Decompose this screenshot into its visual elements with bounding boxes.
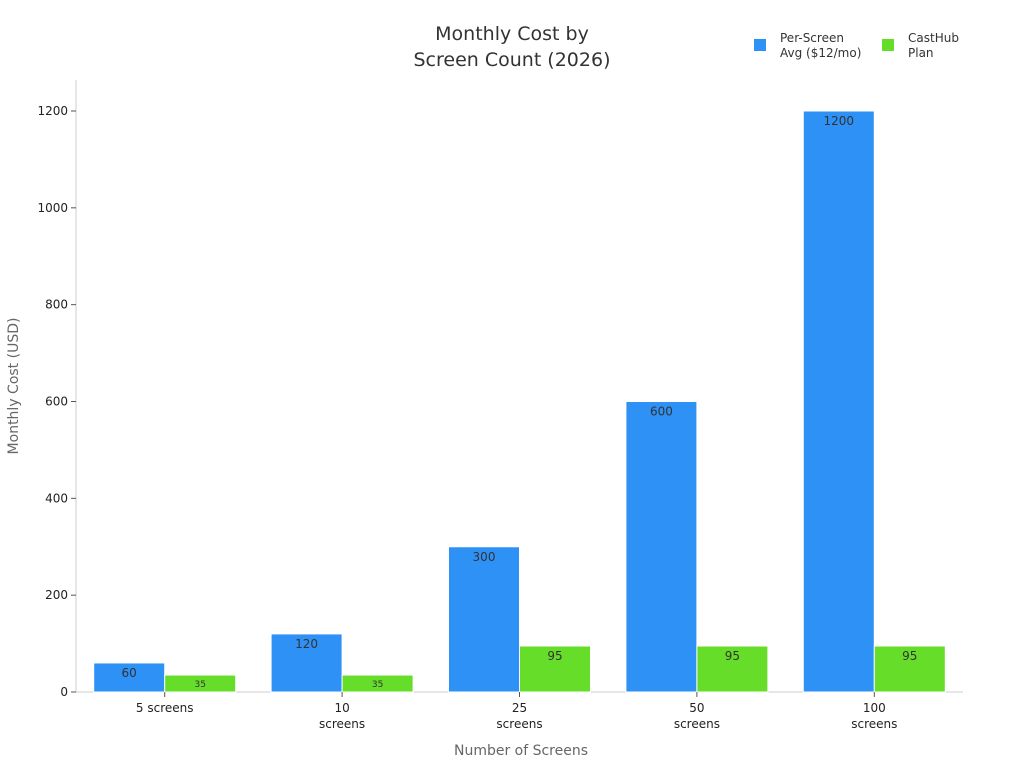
x-axis-ticks: 5 screens 10 screens 25 screens 50 screens 100 s…: [136, 692, 897, 731]
casthub-bar: [164, 674, 237, 693]
casthub-bar: [341, 674, 414, 693]
per-screen-bar: [625, 401, 698, 693]
x-axis-label: Number of Screens: [454, 743, 588, 759]
x-tick-label: screens: [496, 717, 542, 731]
x-tick-label: 100: [863, 701, 886, 715]
per-screen-bar-label: 300: [473, 550, 496, 564]
casthub-bar: [873, 645, 946, 693]
x-tick-label: 5 screens: [136, 701, 194, 715]
y-tick-label: 1000: [37, 201, 68, 215]
chart-title: Monthly Cost by Screen Count (2026): [413, 23, 610, 71]
y-tick-label: 800: [45, 298, 68, 312]
per-screen-bar: [802, 110, 875, 693]
legend-label: CastHub: [908, 31, 959, 45]
casthub-bar-label: 95: [547, 649, 562, 663]
chart-title-line-2: Screen Count (2026): [413, 49, 610, 71]
casthub-bar: [696, 645, 769, 693]
per-screen-bar-label: 60: [122, 666, 137, 680]
x-tick-label: screens: [319, 717, 365, 731]
y-tick-label: 1200: [37, 104, 68, 118]
chart-title-line-1: Monthly Cost by: [435, 23, 589, 45]
per-screen-bar: [448, 546, 520, 693]
casthub-bar-label: 35: [194, 680, 205, 690]
legend-swatch: [882, 39, 894, 51]
legend-swatch: [754, 39, 766, 51]
legend-label: Per-Screen: [780, 31, 844, 45]
legend-label: Plan: [908, 46, 934, 60]
casthub-bar-label: 95: [902, 649, 917, 663]
casthub-bar-label: 95: [725, 649, 740, 663]
y-tick-label: 200: [45, 588, 68, 602]
bars: [93, 110, 946, 693]
per-screen-bar-label: 120: [295, 637, 318, 651]
per-screen-bar-label: 600: [650, 405, 673, 419]
y-tick-label: 0: [60, 685, 68, 699]
y-axis-label: Monthly Cost (USD): [6, 318, 22, 455]
x-tick-label: 10: [334, 701, 349, 715]
per-screen-bar: [270, 633, 343, 693]
casthub-bar-label: 35: [372, 680, 383, 690]
x-tick-label: 25: [512, 701, 527, 715]
y-axis-ticks: 0 200 400 600 800 1000 1200: [37, 104, 76, 699]
legend-label: Avg ($12/mo): [780, 46, 861, 60]
casthub-bar: [519, 645, 591, 693]
y-tick-label: 400: [45, 491, 68, 505]
x-tick-label: 50: [689, 701, 704, 715]
bar-labels: 60 35 120 35 300 95 600 95 1200 95: [122, 114, 918, 690]
per-screen-bar-label: 1200: [824, 114, 855, 128]
y-tick-label: 600: [45, 395, 68, 409]
x-tick-label: screens: [851, 717, 897, 731]
x-tick-label: screens: [674, 717, 720, 731]
